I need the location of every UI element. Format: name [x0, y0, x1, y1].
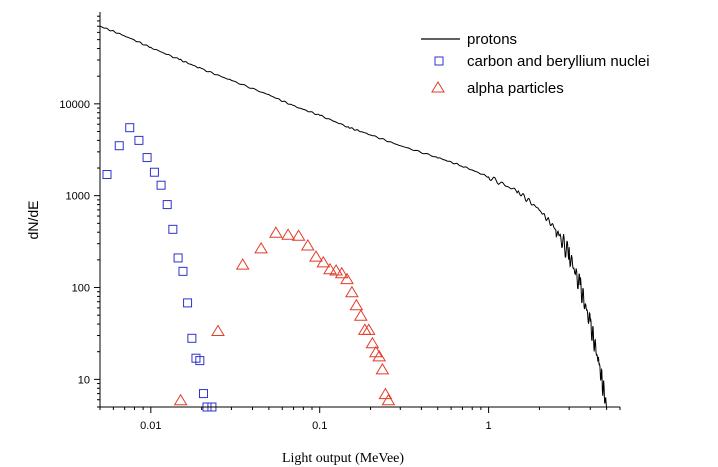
x-axis-title: Light output (MeVee) [282, 451, 404, 466]
marker-alpha [381, 393, 396, 406]
legend-label-carbon-beryllium: carbon and beryllium nuclei [467, 53, 650, 70]
marker-carbon-beryllium [156, 180, 166, 190]
marker-carbon-beryllium [183, 298, 193, 308]
marker-carbon-beryllium [149, 167, 159, 177]
marker-carbon-beryllium [162, 200, 172, 210]
y-tick-label: 100 [72, 283, 90, 295]
marker-alpha [349, 298, 364, 311]
marker-carbon-beryllium [173, 253, 183, 263]
legend: protons carbon and beryllium nuclei alph… [421, 31, 650, 97]
marker-alpha [269, 226, 283, 238]
y-axis-title: dN/dE [25, 201, 41, 240]
marker-alpha [281, 228, 295, 240]
series-line-protons [99, 25, 608, 408]
marker-alpha [365, 336, 380, 349]
marker-alpha [357, 323, 372, 335]
x-tick-label: 0.01 [140, 420, 161, 432]
marker-alpha [334, 266, 349, 279]
marker-carbon-beryllium [168, 224, 178, 234]
marker-carbon-beryllium [102, 170, 112, 180]
legend-label-protons: protons [467, 31, 517, 48]
marker-alpha [361, 323, 376, 335]
legend-label-alpha: alpha particles [467, 80, 564, 97]
ticks-layer: 0.01 0.1 1 10 100 1000 10000 [59, 15, 621, 432]
marker-alpha [300, 239, 315, 251]
marker-alpha [323, 262, 337, 275]
marker-alpha [235, 258, 250, 270]
marker-carbon-beryllium [198, 389, 208, 399]
marker-alpha [340, 272, 354, 285]
x-tick-label: 1 [486, 420, 492, 432]
marker-carbon-beryllium [125, 123, 135, 133]
marker-alpha [375, 362, 390, 375]
marker-carbon-beryllium [195, 356, 205, 366]
marker-alpha [173, 393, 188, 406]
marker-alpha [372, 349, 387, 362]
legend-marker-carbon-beryllium [434, 56, 444, 66]
marker-alpha [316, 255, 331, 268]
y-tick-label: 1000 [66, 191, 90, 203]
marker-carbon-beryllium [178, 266, 188, 276]
marker-alpha [378, 387, 393, 400]
x-tick-label: 0.1 [312, 420, 327, 432]
y-tick-label: 10 [78, 374, 90, 386]
marker-alpha [309, 250, 323, 262]
marker-carbon-beryllium [142, 153, 152, 163]
axes-layer [99, 12, 620, 408]
marker-alpha [291, 229, 306, 241]
marker-carbon-beryllium [187, 333, 197, 343]
marker-alpha [329, 264, 343, 276]
marker-carbon-beryllium [114, 141, 124, 151]
y-tick-label: 10000 [59, 99, 90, 111]
marker-alpha [211, 324, 225, 336]
marker-alpha [345, 285, 359, 298]
marker-carbon-beryllium [134, 135, 144, 145]
legend-marker-alpha [431, 81, 445, 93]
marker-alpha [254, 241, 268, 254]
marker-alpha [353, 309, 368, 321]
